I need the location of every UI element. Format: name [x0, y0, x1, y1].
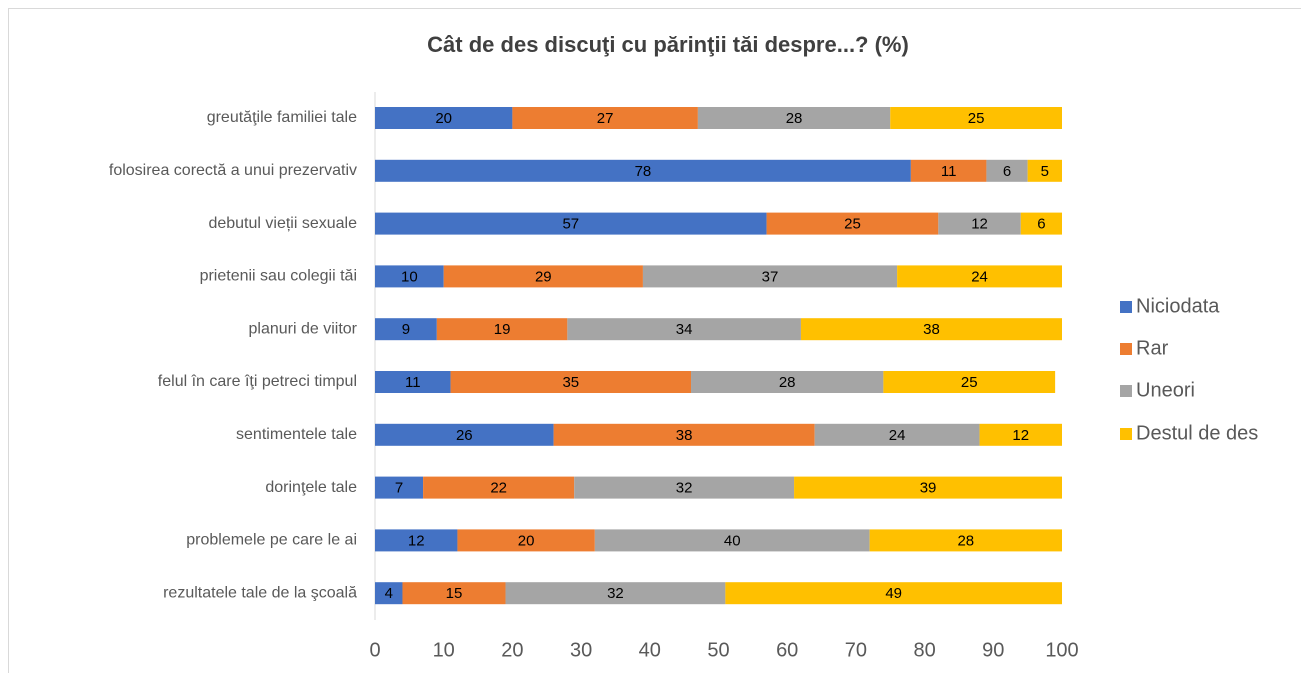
- x-tick-label: 20: [501, 639, 523, 661]
- y-tick-label: prietenii sau colegii tăi: [200, 268, 357, 285]
- data-label: 34: [676, 321, 693, 338]
- legend-swatch: [1120, 385, 1132, 397]
- data-label: 12: [971, 216, 988, 233]
- y-tick-label: sentimentele tale: [236, 426, 357, 443]
- legend-label: Destul de des: [1136, 422, 1258, 444]
- data-label: 28: [779, 374, 796, 391]
- legend-swatch: [1120, 301, 1132, 313]
- y-tick-label: folosirea corectă a unui prezervativ: [109, 162, 357, 179]
- data-label: 20: [518, 532, 535, 549]
- chart-title: Cât de des discuţi cu părinţii tăi despr…: [427, 32, 909, 57]
- data-label: 10: [401, 268, 418, 285]
- data-label: 24: [889, 427, 906, 444]
- data-label: 4: [385, 585, 393, 602]
- data-label: 28: [786, 110, 803, 127]
- legend-label: Rar: [1136, 337, 1169, 359]
- data-label: 38: [676, 427, 693, 444]
- x-tick-label: 70: [845, 639, 867, 661]
- data-label: 6: [1037, 216, 1045, 233]
- x-tick-label: 50: [707, 639, 729, 661]
- data-label: 12: [408, 532, 425, 549]
- x-tick-label: 10: [433, 639, 455, 661]
- data-label: 25: [961, 374, 978, 391]
- legend-label: Niciodata: [1136, 295, 1220, 317]
- y-tick-label: greutăţile familiei tale: [207, 109, 357, 126]
- legend-swatch: [1120, 343, 1132, 355]
- data-label: 9: [402, 321, 410, 338]
- data-label: 19: [494, 321, 511, 338]
- legend-label: Uneori: [1136, 379, 1195, 401]
- data-label: 6: [1003, 163, 1011, 180]
- y-tick-label: debutul vieții sexuale: [208, 215, 357, 232]
- data-label: 24: [971, 268, 988, 285]
- y-tick-label: problemele pe care le ai: [186, 532, 357, 549]
- x-tick-label: 100: [1045, 639, 1078, 661]
- data-label: 29: [535, 268, 552, 285]
- data-label: 11: [405, 374, 421, 391]
- data-label: 49: [885, 585, 902, 602]
- data-label: 20: [435, 110, 452, 127]
- y-tick-label: dorinţele tale: [265, 479, 357, 496]
- data-label: 78: [635, 163, 652, 180]
- data-label: 28: [957, 532, 974, 549]
- x-tick-label: 0: [369, 639, 380, 661]
- data-label: 57: [562, 216, 579, 233]
- data-label: 27: [597, 110, 614, 127]
- x-tick-label: 30: [570, 639, 592, 661]
- data-label: 11: [941, 163, 957, 180]
- data-label: 40: [724, 532, 741, 549]
- data-label: 7: [395, 480, 403, 497]
- data-label: 26: [456, 427, 473, 444]
- data-label: 32: [676, 480, 693, 497]
- x-tick-label: 80: [913, 639, 935, 661]
- legend-swatch: [1120, 428, 1132, 440]
- x-tick-label: 60: [776, 639, 798, 661]
- data-label: 5: [1041, 163, 1049, 180]
- data-label: 15: [446, 585, 463, 602]
- y-tick-label: planuri de viitor: [249, 320, 358, 337]
- data-label: 25: [968, 110, 985, 127]
- data-label: 39: [920, 480, 937, 497]
- data-label: 35: [562, 374, 579, 391]
- data-label: 32: [607, 585, 624, 602]
- x-tick-label: 40: [639, 639, 661, 661]
- data-label: 12: [1012, 427, 1029, 444]
- y-tick-label: rezultatele tale de la şcoală: [163, 584, 357, 601]
- data-label: 25: [844, 216, 861, 233]
- y-tick-label: felul în care îţi petreci timpul: [158, 373, 357, 390]
- data-label: 38: [923, 321, 940, 338]
- x-tick-label: 90: [982, 639, 1004, 661]
- data-label: 37: [762, 268, 779, 285]
- data-label: 22: [490, 480, 507, 497]
